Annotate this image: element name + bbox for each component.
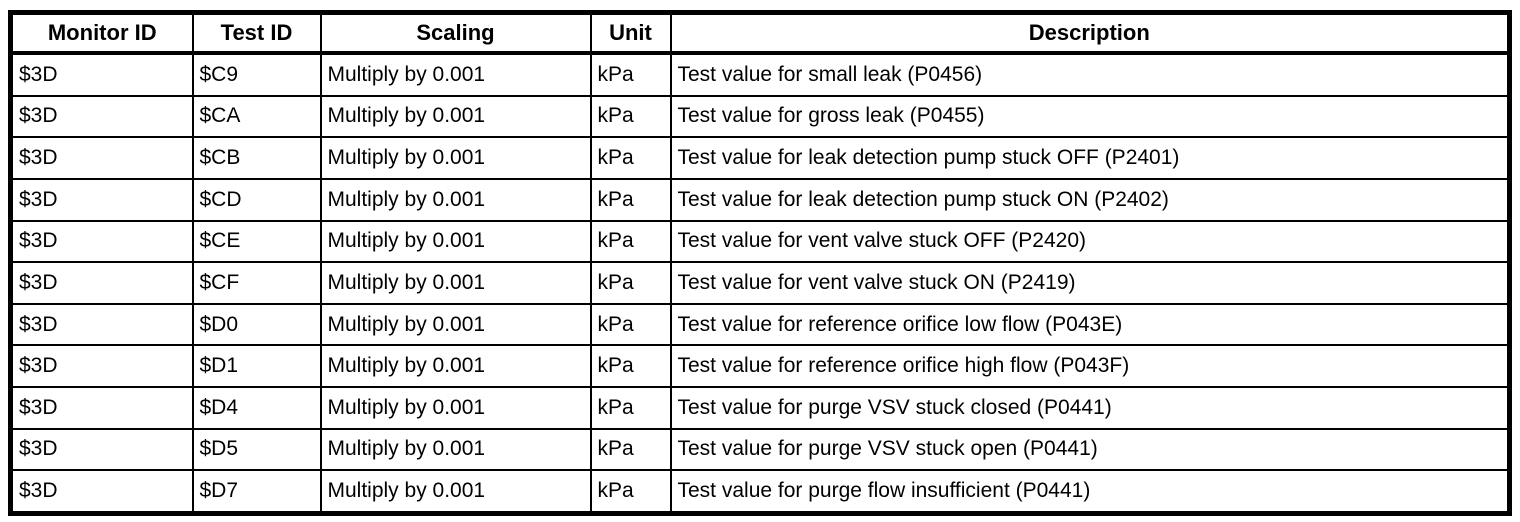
table-row: $3D $D0 Multiply by 0.001 kPa Test value for… [9,302,1511,347]
column-header-test-id: Test ID [191,11,322,55]
cell-scaling: Multiply by 0.001 [319,261,592,305]
cell-test-id: $D4 [191,386,322,430]
cell-description: Test value for vent valve stuck OFF (P24… [669,219,1511,264]
cell-scaling: Multiply by 0.001 [319,427,592,472]
cell-monitor-id: $3D [9,177,194,222]
cell-unit: kPa [589,136,672,180]
cell-scaling: Multiply by 0.001 [319,344,592,389]
cell-test-id: $C9 [191,52,322,97]
cell-scaling: Multiply by 0.001 [319,136,592,180]
table-row: $3D $CB Multiply by 0.001 kPa Test value for… [9,136,1511,180]
cell-test-id: $CA [191,94,322,139]
column-header-description: Description [669,11,1511,55]
cell-scaling: Multiply by 0.001 [319,219,592,264]
cell-unit: kPa [589,52,672,97]
cell-scaling: Multiply by 0.001 [319,177,592,222]
monitor-test-id-table: Monitor ID Test ID Scaling Unit Descript… [8,10,1512,516]
cell-unit: kPa [589,386,672,430]
cell-description: Test value for reference orifice low flo… [669,302,1511,347]
cell-unit: kPa [589,261,672,305]
table-row: $3D $D7 Multiply by 0.001 kPa Test value for… [9,469,1511,515]
cell-unit: kPa [589,177,672,222]
cell-test-id: $CD [191,177,322,222]
column-header-unit: Unit [589,11,672,55]
table-row: $3D $CF Multiply by 0.001 kPa Test value for… [9,261,1511,305]
cell-description: Test value for vent valve stuck ON (P241… [669,261,1511,305]
cell-description: Test value for leak detection pump stuck… [669,177,1511,222]
table-row: $3D $CD Multiply by 0.001 kPa Test value for… [9,177,1511,222]
table-row: $3D $D1 Multiply by 0.001 kPa Test value for… [9,344,1511,389]
cell-description: Test value for purge VSV stuck closed (P… [669,386,1511,430]
cell-unit: kPa [589,344,672,389]
cell-description: Test value for gross leak (P0455) [669,94,1511,139]
cell-monitor-id: $3D [9,52,194,97]
cell-unit: kPa [589,94,672,139]
cell-test-id: $CE [191,219,322,264]
cell-monitor-id: $3D [9,219,194,264]
column-header-monitor-id: Monitor ID [9,11,194,55]
cell-monitor-id: $3D [9,427,194,472]
cell-monitor-id: $3D [9,469,194,515]
cell-scaling: Multiply by 0.001 [319,52,592,97]
table-header: Monitor ID Test ID Scaling Unit Descript… [9,11,1511,55]
cell-unit: kPa [589,302,672,347]
cell-test-id: $D7 [191,469,322,515]
cell-monitor-id: $3D [9,344,194,389]
cell-test-id: $CB [191,136,322,180]
table-row: $3D $D4 Multiply by 0.001 kPa Test value for… [9,386,1511,430]
cell-description: Test value for reference orifice high fl… [669,344,1511,389]
table-row: $3D $D5 Multiply by 0.001 kPa Test value for… [9,427,1511,472]
cell-test-id: $D5 [191,427,322,472]
cell-test-id: $D1 [191,344,322,389]
column-header-scaling: Scaling [319,11,592,55]
cell-test-id: $CF [191,261,322,305]
cell-description: Test value for leak detection pump stuck… [669,136,1511,180]
table-row: $3D $C9 Multiply by 0.001 kPa Test value for… [9,52,1511,97]
cell-unit: kPa [589,469,672,515]
cell-monitor-id: $3D [9,94,194,139]
cell-unit: kPa [589,219,672,264]
cell-scaling: Multiply by 0.001 [319,302,592,347]
cell-description: Test value for small leak (P0456) [669,52,1511,97]
cell-monitor-id: $3D [9,261,194,305]
cell-scaling: Multiply by 0.001 [319,386,592,430]
table-row: $3D $CA Multiply by 0.001 kPa Test value for… [9,94,1511,139]
cell-description: Test value for purge flow insufficient (… [669,469,1511,515]
cell-unit: kPa [589,427,672,472]
cell-test-id: $D0 [191,302,322,347]
cell-monitor-id: $3D [9,136,194,180]
cell-monitor-id: $3D [9,302,194,347]
cell-monitor-id: $3D [9,386,194,430]
cell-description: Test value for purge VSV stuck open (P04… [669,427,1511,472]
table-row: $3D $CE Multiply by 0.001 kPa Test value for… [9,219,1511,264]
table-body: $3D $C9 Multiply by 0.001 kPa Test value for… [9,52,1511,515]
cell-scaling: Multiply by 0.001 [319,469,592,515]
table-header-row: Monitor ID Test ID Scaling Unit Descript… [9,11,1511,55]
cell-scaling: Multiply by 0.001 [319,94,592,139]
